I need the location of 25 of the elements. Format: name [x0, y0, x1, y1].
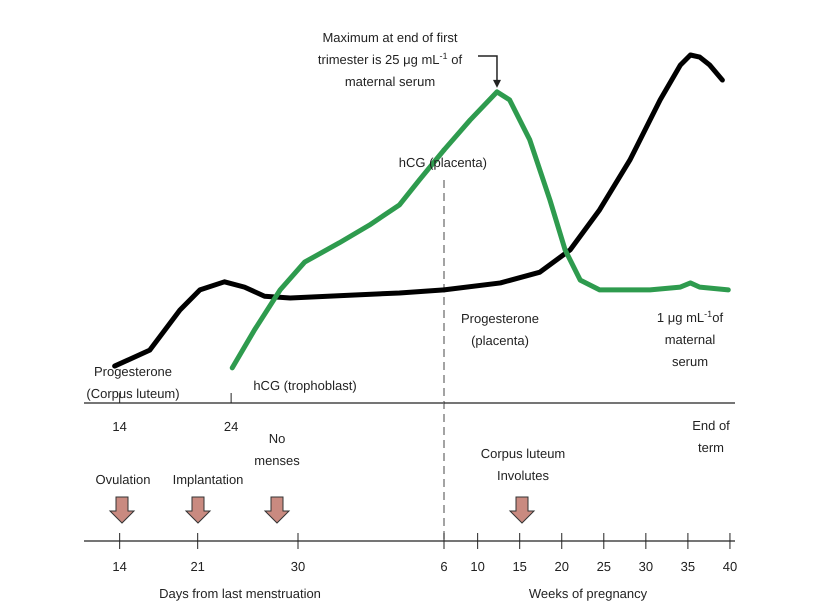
- x-tick-label: 6: [440, 559, 448, 574]
- x-tick-label: 21: [190, 559, 205, 574]
- x-tick-label: 30: [290, 559, 306, 574]
- x-axis-title: Weeks of pregnancy: [528, 586, 648, 601]
- x-tick-label: 20: [554, 559, 569, 574]
- x2-tick-label: 24: [224, 419, 238, 434]
- x2-tick-label: 14: [112, 419, 127, 434]
- x-axis-title: Days from last menstruation: [159, 586, 321, 601]
- annotation: hCG (trophoblast): [253, 378, 357, 393]
- x-tick-label: 15: [512, 559, 527, 574]
- text: Implantation: [172, 472, 244, 487]
- annotation: Progesterone (placenta): [460, 311, 540, 348]
- annotation: 1 μg mL$^{-1}$of maternal serum: [656, 309, 724, 369]
- x-tick-label: 35: [680, 559, 696, 574]
- text: End of term: [692, 418, 730, 455]
- x-tick-label: 30: [638, 559, 654, 574]
- text: Maximum at end of first trimester is 25 μg mL$^{-1}$ of maternal serum: [318, 30, 462, 89]
- x-tick-label: 25: [596, 559, 612, 574]
- x-tick-label: 40: [722, 559, 738, 574]
- annotation: Progesterone (Corpus luteum): [86, 364, 180, 401]
- text: Corpus luteum Involutes: [480, 446, 566, 483]
- x-tick-label: 14: [112, 559, 127, 574]
- text: No menses: [254, 431, 300, 468]
- x-tick-label: 10: [470, 559, 485, 574]
- text: Ovulation: [96, 472, 150, 487]
